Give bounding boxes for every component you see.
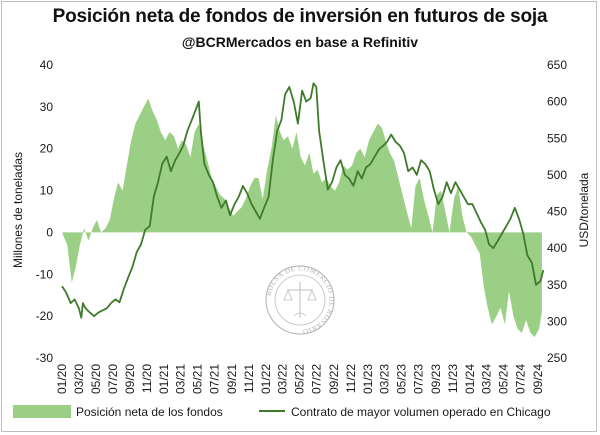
x-tick-label: 09/20 xyxy=(123,364,137,394)
x-tick-label: 01/21 xyxy=(157,364,171,394)
y-left-tick-label: 40 xyxy=(40,58,54,72)
x-tick-label: 09/24 xyxy=(531,364,545,394)
y-left-tick-label: -20 xyxy=(36,309,54,323)
x-tick-label: 01/22 xyxy=(259,364,273,394)
x-tick-label: 01/20 xyxy=(55,364,69,394)
x-tick-label: 09/22 xyxy=(327,364,341,394)
y-axis-right-title: USD/tonelada xyxy=(577,172,591,247)
y-right-tick-label: 300 xyxy=(547,314,567,328)
x-tick-label: 11/23 xyxy=(446,364,460,393)
y-right-tick-label: 350 xyxy=(547,278,567,292)
x-tick-label: 11/20 xyxy=(140,364,154,393)
legend-label-area: Posición neta de los fondos xyxy=(76,405,223,419)
y-left-tick-label: -10 xyxy=(36,267,54,281)
series-line-chicago-price xyxy=(61,82,545,319)
y-right-tick-label: 400 xyxy=(547,241,567,255)
x-tick-label: 09/21 xyxy=(225,364,239,394)
y-axis-left-title: Millones de toneladas xyxy=(11,152,25,268)
y-right-tick-label: 600 xyxy=(547,95,567,109)
y-left-tick-label: 30 xyxy=(40,100,54,114)
x-tick-label: 05/22 xyxy=(293,364,307,394)
x-tick-label: 05/21 xyxy=(191,364,205,394)
x-tick-label: 05/24 xyxy=(497,364,511,394)
legend-label-line: Contrato de mayor volumen operado en Chi… xyxy=(291,405,551,419)
x-tick-label: 07/24 xyxy=(514,364,528,394)
x-tick-label: 07/20 xyxy=(106,364,120,394)
y-right-tick-label: 550 xyxy=(547,131,567,145)
x-tick-label: 07/22 xyxy=(310,364,324,394)
watermark-seal: BOLSA DE COMERCIO DE ROSARIO xyxy=(265,264,335,335)
y-left-tick-label: 20 xyxy=(40,142,54,156)
x-tick-label: 05/23 xyxy=(395,364,409,394)
legend-swatch-area xyxy=(13,405,71,418)
y-right-tick-label: 250 xyxy=(547,351,567,365)
x-tick-label: 01/24 xyxy=(463,364,477,394)
x-tick-label: 01/23 xyxy=(361,364,375,394)
x-tick-label: 11/21 xyxy=(242,364,256,393)
y-right-tick-label: 650 xyxy=(547,58,567,72)
x-tick-label: 03/23 xyxy=(378,364,392,394)
x-tick-label: 07/21 xyxy=(208,364,222,394)
y-right-tick-label: 450 xyxy=(547,205,567,219)
x-tick-label: 07/23 xyxy=(412,364,426,394)
x-tick-label: 09/23 xyxy=(429,364,443,394)
y-left-tick-label: 0 xyxy=(46,225,53,239)
x-tick-label: 11/22 xyxy=(344,364,358,393)
y-right-tick-label: 500 xyxy=(547,168,567,182)
legend: Posición neta de los fondos Contrato de … xyxy=(13,405,551,419)
y-left-tick-label: 10 xyxy=(40,184,54,198)
x-tick-label: 03/20 xyxy=(72,364,86,394)
chart-title: Posición neta de fondos de inversión en … xyxy=(52,6,548,27)
y-left-tick-label: -30 xyxy=(36,351,54,365)
x-tick-label: 03/24 xyxy=(480,364,494,394)
x-tick-label: 05/20 xyxy=(89,364,103,394)
x-tick-label: 03/22 xyxy=(276,364,290,394)
x-tick-label: 03/21 xyxy=(174,364,188,394)
chart-subtitle: @BCRMercados en base a Refinitiv xyxy=(181,34,419,50)
series-area-net-position xyxy=(62,98,542,338)
